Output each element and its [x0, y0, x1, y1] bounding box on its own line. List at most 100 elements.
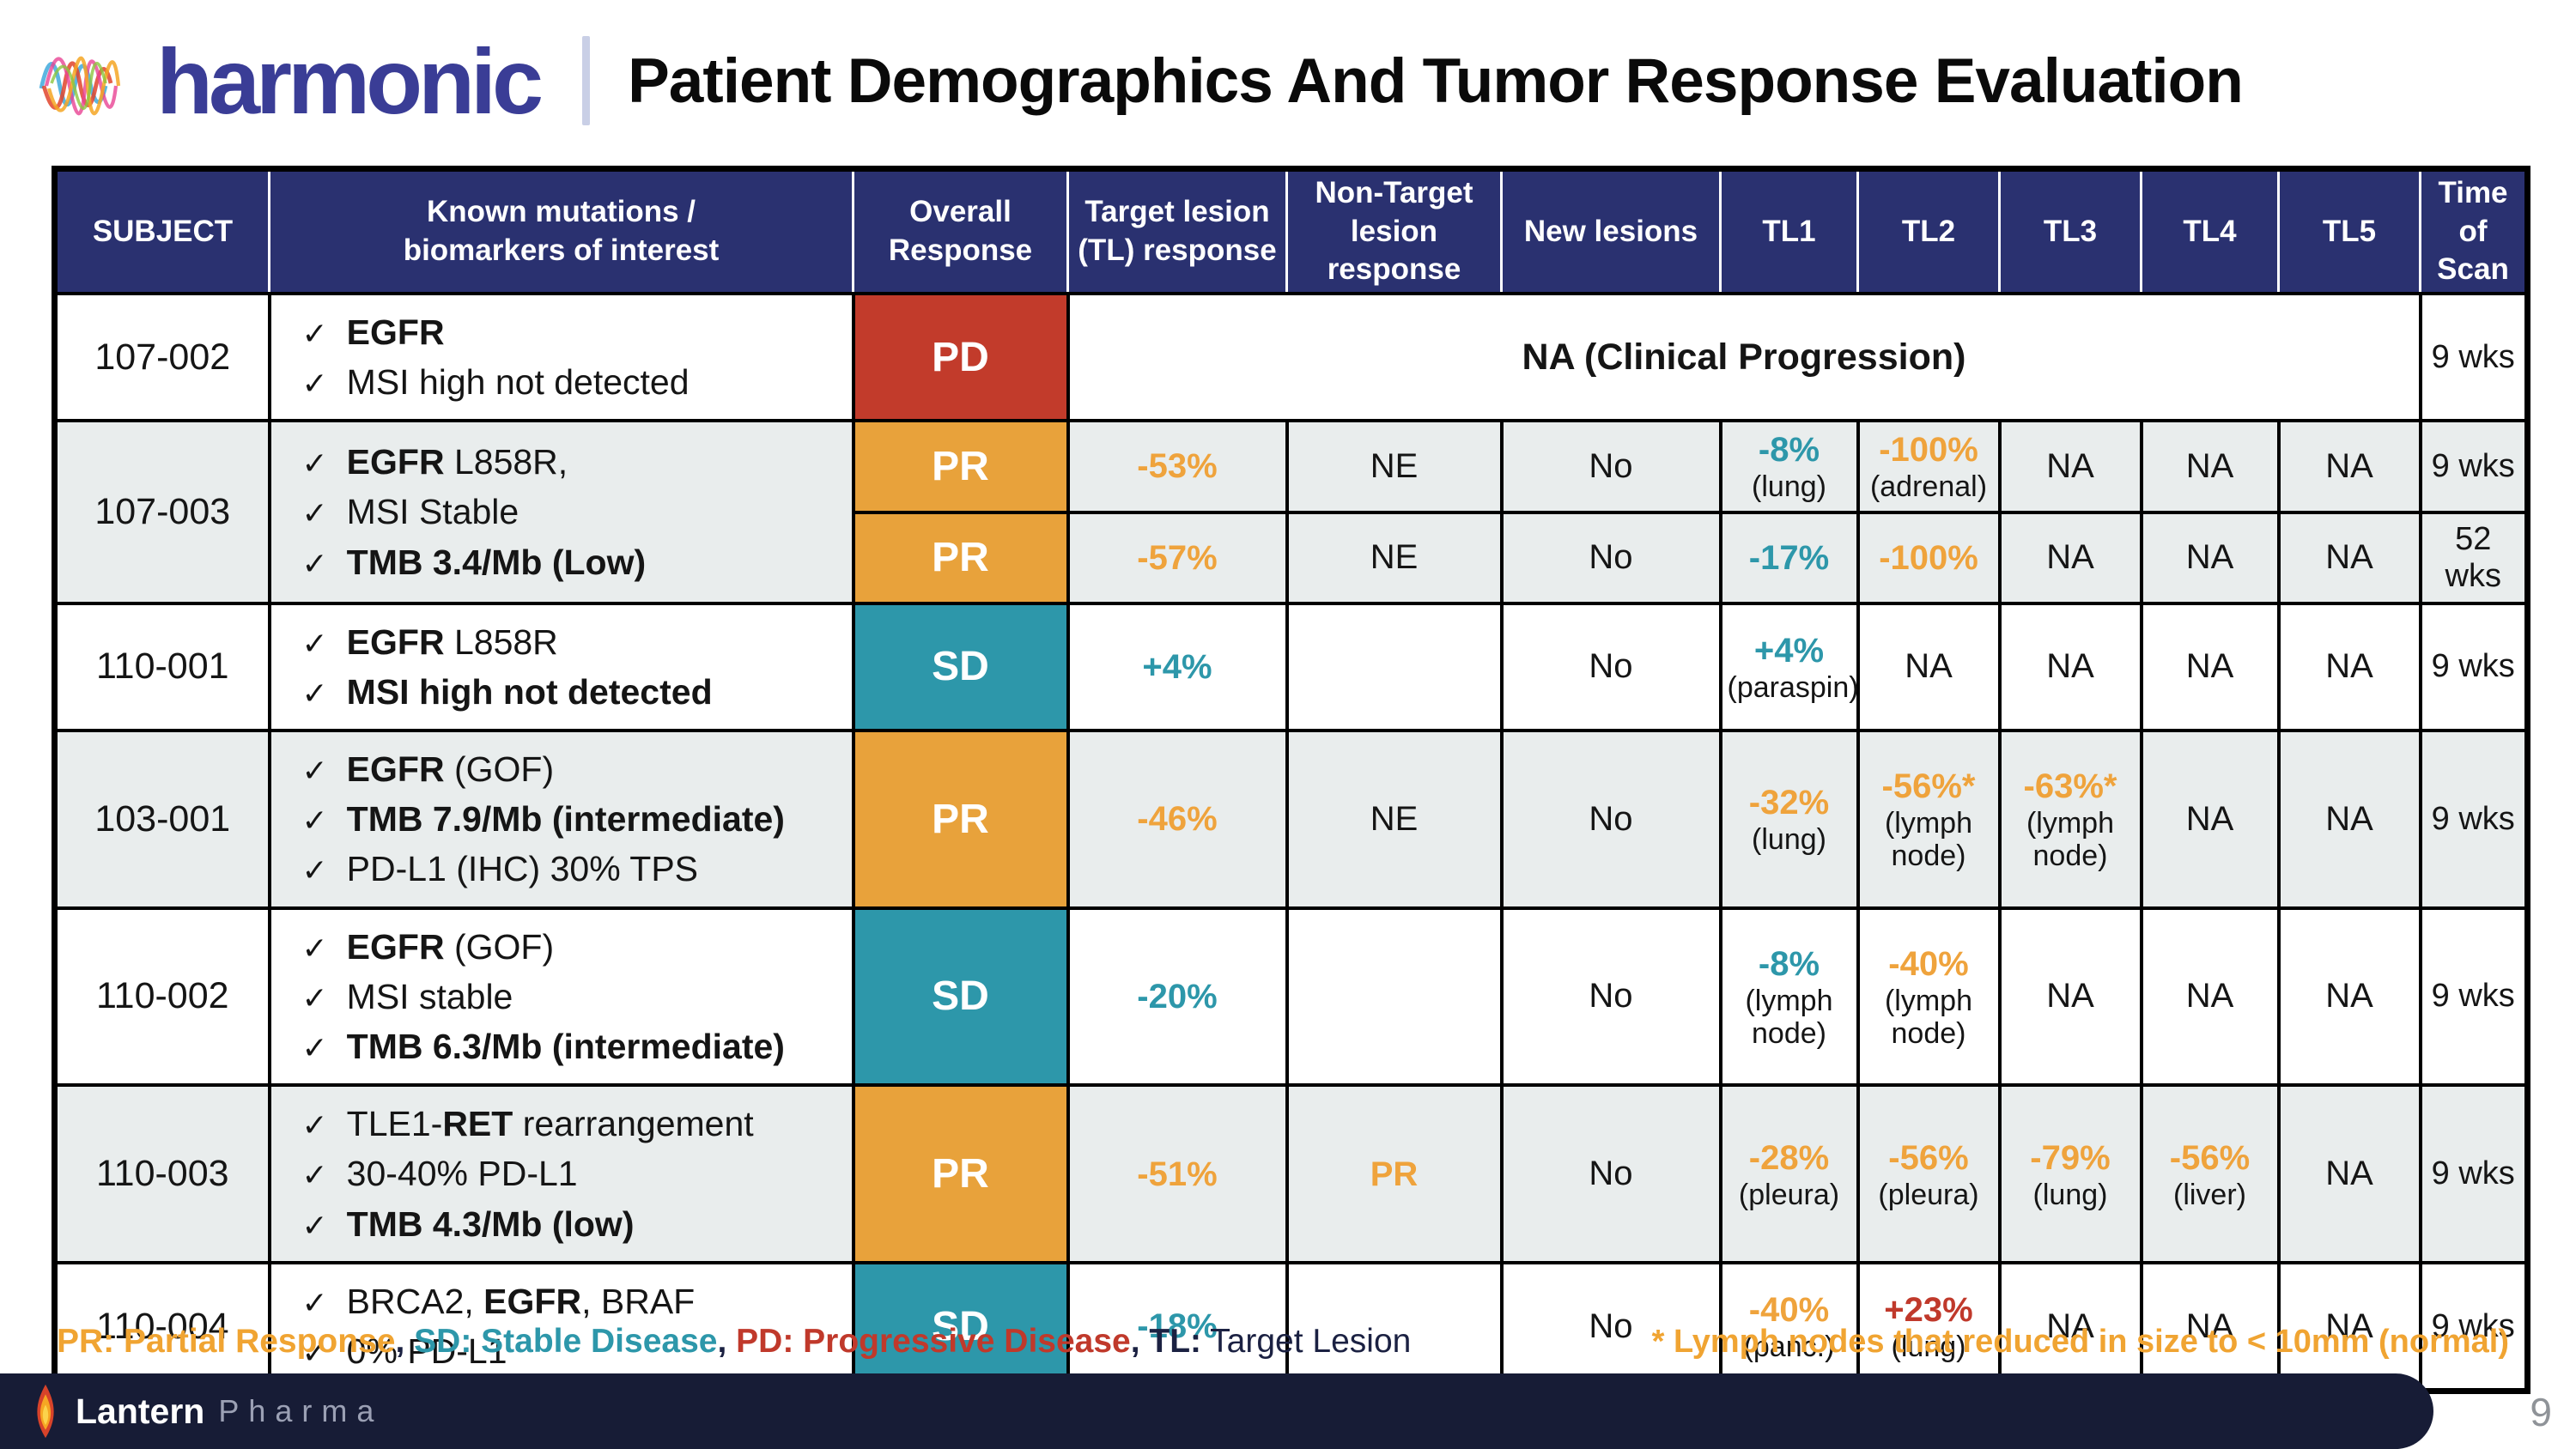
cell-newles: No: [1499, 601, 1722, 732]
cell-target: -20%: [1066, 906, 1289, 1088]
table-row: 107-003 ✓ EGFR L858R, ✓ MSI Stable ✓ TMB 3.4/M…: [52, 419, 2530, 605]
column-header: Target lesion (TL) response: [1066, 168, 1288, 294]
legend: PR: Partial Response, SD: Stable Disease…: [57, 1323, 1411, 1361]
check-icon: ✓: [301, 1207, 328, 1243]
cell-time-of-scan: 9 wks: [2418, 906, 2530, 1088]
footer-bar: Lantern Pharma: [0, 1373, 2433, 1449]
cell-tl5: NA: [2276, 1083, 2422, 1264]
column-header: TL5: [2277, 168, 2421, 294]
column-header: New lesions: [1500, 168, 1722, 294]
table-container: SUBJECT Known mutations / biomarkers of i…: [52, 166, 2530, 1395]
cell-target: -51%: [1066, 1083, 1289, 1264]
cell-overall-response: PR: [851, 419, 1070, 514]
cell-subject: 110-003: [52, 1083, 271, 1264]
cell-biomarkers: ✓ EGFR ✓ MSI high not detected: [267, 291, 855, 423]
cell-overall-response: PR: [851, 1083, 1070, 1264]
cell-biomarkers: ✓ EGFR L858R, ✓ MSI Stable ✓ TMB 3.4/Mb (Low): [267, 419, 855, 605]
column-header: TL2: [1856, 168, 2001, 294]
check-icon: ✓: [301, 316, 328, 351]
brand-name-secondary: Pharma: [218, 1393, 384, 1428]
cell-overall-response: PR: [851, 728, 1070, 910]
cell-tl3: NA: [1997, 1260, 2143, 1393]
cell-overall-response: PR: [851, 510, 1070, 605]
cell-time-of-scan: 9 wks: [2418, 291, 2530, 423]
check-icon: ✓: [301, 366, 328, 402]
legend-segment: ,: [395, 1323, 415, 1360]
column-header: TL3: [1998, 168, 2142, 294]
cell-tl4: NA: [2139, 419, 2281, 514]
cell-time-of-scan: 9 wks: [2418, 728, 2530, 910]
check-icon: ✓: [301, 979, 328, 1016]
cell-tl5: NA: [2276, 1260, 2422, 1393]
cell-tl2: -100% (adrenal): [1856, 419, 2002, 514]
footnotes: PR: Partial Response, SD: Stable Disease…: [57, 1315, 2509, 1368]
column-header: Overall Response: [852, 168, 1069, 294]
check-icon: ✓: [301, 675, 328, 711]
cell-tl3: NA: [1997, 419, 2143, 514]
cell-tl1: -28% (pleura): [1718, 1083, 1860, 1264]
cell-tl4: NA: [2139, 728, 2281, 910]
cell-merged-na: NA (Clinical Progression): [1066, 291, 2422, 423]
check-icon: ✓: [301, 625, 328, 661]
cell-newles: No: [1499, 728, 1722, 910]
cell-tl1: -17%: [1718, 510, 1860, 605]
cell-overall-response: SD: [851, 601, 1070, 732]
cell-tl5: NA: [2276, 510, 2422, 605]
page-number: 9: [2530, 1390, 2552, 1434]
check-icon: ✓: [301, 446, 328, 482]
cell-tl5: NA: [2276, 419, 2422, 514]
cell-biomarkers: ✓ EGFR (GOF) ✓ MSI stable ✓ TMB 6.3/Mb (inter…: [267, 906, 855, 1088]
legend-segment: TL:: [1149, 1323, 1202, 1360]
cell-overall-response: PD: [851, 291, 1070, 423]
cell-target: -53%: [1066, 419, 1289, 514]
table-row: 110-004 ✓ BRCA2, EGFR, BRAF ✓ 0% PD-L1 SD -18%…: [52, 1260, 2530, 1393]
cell-newles: No: [1499, 1083, 1722, 1264]
asterisk-note: * Lymph nodes that reduced in size to < …: [1651, 1323, 2509, 1360]
cell-subject: 110-002: [52, 906, 271, 1088]
cell-nontarget: PR: [1285, 1083, 1504, 1264]
cell-biomarkers: ✓ TLE1-RET rearrangement ✓ 30-40% PD-L1 ✓ TMB…: [267, 1083, 855, 1264]
cell-tl1: -40% (panc.): [1718, 1260, 1860, 1393]
table-row: PR -57% NE No -17% -100% NA NA NA 52 wks: [55, 510, 2530, 605]
cell-time-of-scan: 9 wks: [2418, 601, 2530, 732]
cell-tl3: -79% (lung): [1997, 1083, 2143, 1264]
check-icon: ✓: [301, 1107, 328, 1143]
check-icon: ✓: [301, 752, 328, 788]
cell-tl4: NA: [2139, 601, 2281, 732]
cell-subject: 103-001: [52, 728, 271, 910]
column-header: Time of Scan: [2419, 168, 2528, 294]
cell-target: -18%: [1066, 1260, 1289, 1393]
cell-tl5: NA: [2276, 906, 2422, 1088]
cell-tl1: -8% (lymph node): [1718, 906, 1860, 1088]
cell-tl5: NA: [2276, 601, 2422, 732]
legend-segment: PD: Progressive Disease: [736, 1323, 1131, 1360]
brand-name-primary: Lantern: [76, 1391, 205, 1431]
cell-biomarkers: ✓ EGFR (GOF) ✓ TMB 7.9/Mb (intermediate) ✓ PD…: [267, 728, 855, 910]
cell-subject: 107-002: [52, 291, 271, 423]
legend-segment: PR: Partial Response: [57, 1323, 396, 1360]
cell-tl3: NA: [1997, 510, 2143, 605]
cell-tl5: NA: [2276, 728, 2422, 910]
column-header: TL4: [2140, 168, 2280, 294]
table-row: 110-002 ✓ EGFR (GOF) ✓ MSI stable ✓ TMB 6.3/Mb…: [52, 906, 2530, 1088]
cell-subject: 110-004: [52, 1260, 271, 1393]
patient-table: SUBJECT Known mutations / biomarkers of i…: [52, 166, 2530, 1395]
check-icon: ✓: [301, 495, 328, 531]
cell-nontarget: NE: [1285, 510, 1504, 605]
cell-tl4: NA: [2139, 510, 2281, 605]
cell-target: -46%: [1066, 728, 1289, 910]
cell-tl1: +4% (paraspin): [1718, 601, 1860, 732]
cell-tl3: -63%* (lymph node): [1997, 728, 2143, 910]
cell-tl2: -56%* (lymph node): [1856, 728, 2002, 910]
column-header: Known mutations / biomarkers of interest: [268, 168, 854, 294]
legend-segment: ,: [717, 1323, 737, 1360]
check-icon: ✓: [301, 1335, 328, 1371]
logo-text: harmonic: [156, 28, 544, 133]
table-row: 110-003 ✓ TLE1-RET rearrangement ✓ 30-40% PD…: [52, 1083, 2530, 1264]
column-header: Non-Target lesion response: [1285, 168, 1503, 294]
column-header: TL1: [1719, 168, 1859, 294]
check-icon: ✓: [301, 803, 328, 839]
cell-tl1: -8% (lung): [1718, 419, 1860, 514]
cell-overall-response: SD: [851, 906, 1070, 1088]
legend-segment: SD: Stable Disease: [414, 1323, 718, 1360]
